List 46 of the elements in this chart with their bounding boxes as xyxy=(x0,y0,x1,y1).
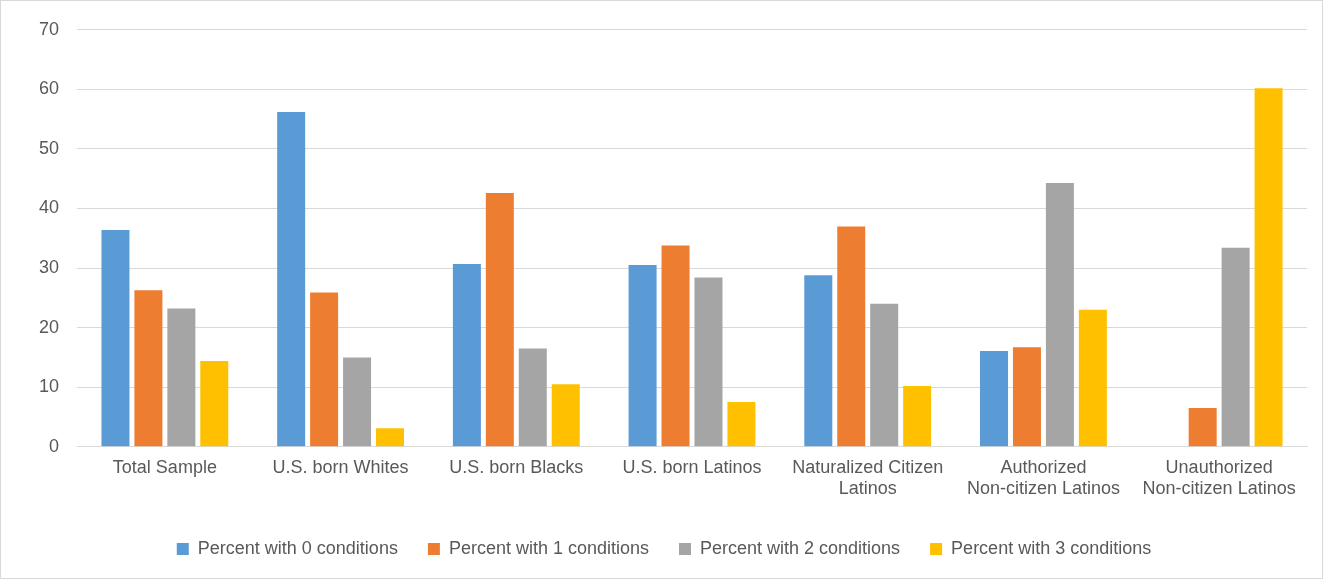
bar xyxy=(1221,247,1250,447)
y-tick-label: 30 xyxy=(38,257,60,278)
bar xyxy=(485,193,514,447)
bar xyxy=(903,386,932,447)
bar xyxy=(980,350,1009,447)
legend-label: Percent with 0 conditions xyxy=(197,537,398,558)
y-tick-label: 10 xyxy=(38,376,60,397)
bar xyxy=(804,275,833,447)
bar xyxy=(661,245,690,447)
x-tick-label: Unauthorized Non-citizen Latinos xyxy=(1142,456,1296,499)
y-tick-label: 40 xyxy=(38,197,60,218)
bar xyxy=(628,265,657,447)
bar xyxy=(277,112,306,447)
bar xyxy=(200,361,229,447)
bar xyxy=(376,428,405,447)
x-tick-label: Authorized Non-citizen Latinos xyxy=(966,456,1120,499)
bar xyxy=(452,263,481,447)
x-tick-label: U.S. born Whites xyxy=(272,456,409,477)
bar xyxy=(551,384,580,447)
bar xyxy=(167,308,196,447)
bar xyxy=(837,226,866,447)
bar xyxy=(1188,408,1217,447)
bar xyxy=(134,290,163,447)
bar xyxy=(518,348,547,447)
bar xyxy=(343,357,372,447)
bar xyxy=(1254,88,1283,447)
bar xyxy=(694,277,723,447)
bar xyxy=(727,402,756,447)
bar xyxy=(1012,347,1041,447)
x-tick-label: Total Sample xyxy=(112,456,217,477)
y-tick-label: 20 xyxy=(38,316,60,337)
bar xyxy=(101,229,130,447)
x-tick-label: U.S. born Latinos xyxy=(622,456,762,477)
bar xyxy=(1045,182,1074,447)
bar xyxy=(870,303,899,447)
bar xyxy=(310,292,339,447)
y-tick-label: 70 xyxy=(38,18,60,39)
bar xyxy=(1078,309,1107,447)
y-tick-label: 60 xyxy=(38,78,60,99)
y-tick-label: 50 xyxy=(38,137,60,158)
x-tick-label: Naturalized Citizen Latinos xyxy=(792,456,944,499)
legend-label: Percent with 3 conditions xyxy=(951,537,1152,558)
y-tick-label: 0 xyxy=(49,435,60,456)
x-tick-label: U.S. born Blacks xyxy=(449,456,584,477)
legend-label: Percent with 1 conditions xyxy=(448,537,649,558)
legend-label: Percent with 2 conditions xyxy=(700,537,901,558)
